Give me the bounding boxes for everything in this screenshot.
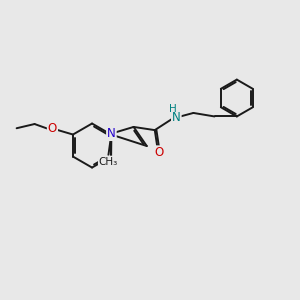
Text: CH₃: CH₃ — [99, 157, 118, 166]
Text: N: N — [107, 127, 116, 140]
Text: O: O — [154, 146, 164, 159]
Text: N: N — [172, 110, 181, 124]
Text: O: O — [48, 122, 57, 135]
Text: H: H — [169, 104, 177, 114]
